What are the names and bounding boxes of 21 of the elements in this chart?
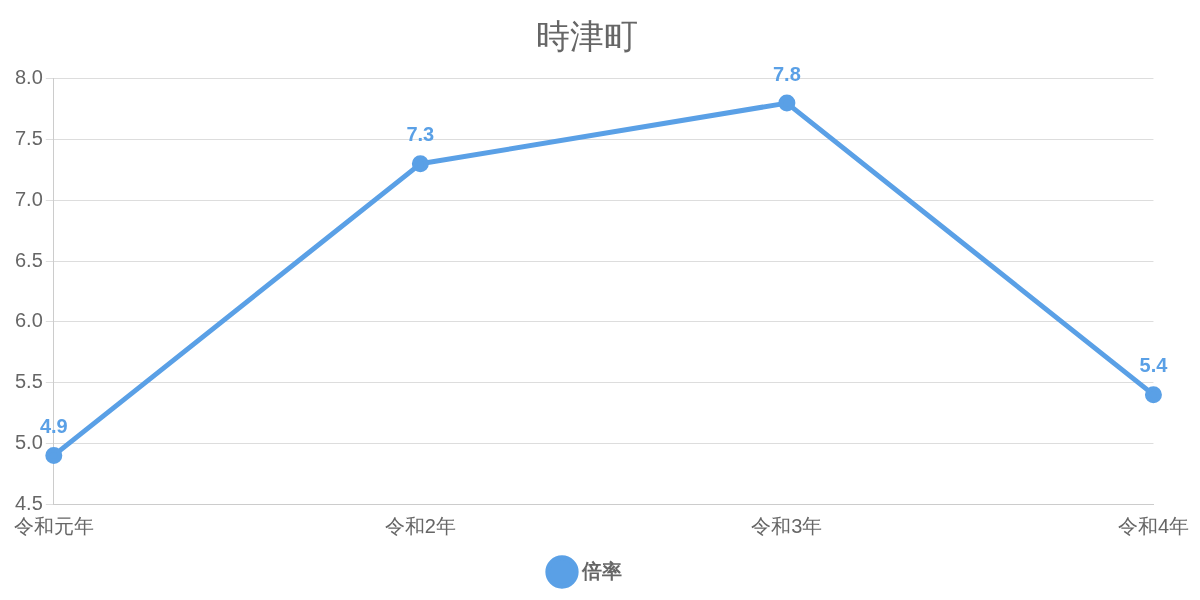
point — [45, 446, 63, 464]
chart-title: 時津町 — [536, 16, 638, 55]
legend-label: 倍率 — [581, 559, 622, 582]
y-tick-label: 7.0 — [14, 187, 43, 210]
y-tick-label: 5.0 — [14, 430, 43, 453]
y-tick-label: 6.5 — [14, 248, 43, 271]
y-tick-label: 7.5 — [14, 127, 43, 150]
x-tick-label: 令和2年 — [384, 514, 456, 537]
y-tick-label: 6.0 — [14, 309, 43, 332]
x-tick-label: 令和元年 — [13, 514, 94, 537]
y-tick-label: 8.0 — [14, 66, 43, 89]
point — [778, 94, 796, 112]
x-tick-label: 令和4年 — [1117, 514, 1189, 537]
data-label: 7.8 — [772, 62, 801, 85]
point — [1144, 386, 1162, 404]
point — [411, 155, 429, 173]
y-tick-label: 5.5 — [14, 370, 43, 393]
data-label: 5.4 — [1139, 354, 1169, 377]
y-tick-label: 4.5 — [14, 491, 43, 514]
data-label: 7.3 — [406, 123, 435, 146]
x-tick-label: 令和3年 — [751, 514, 823, 537]
